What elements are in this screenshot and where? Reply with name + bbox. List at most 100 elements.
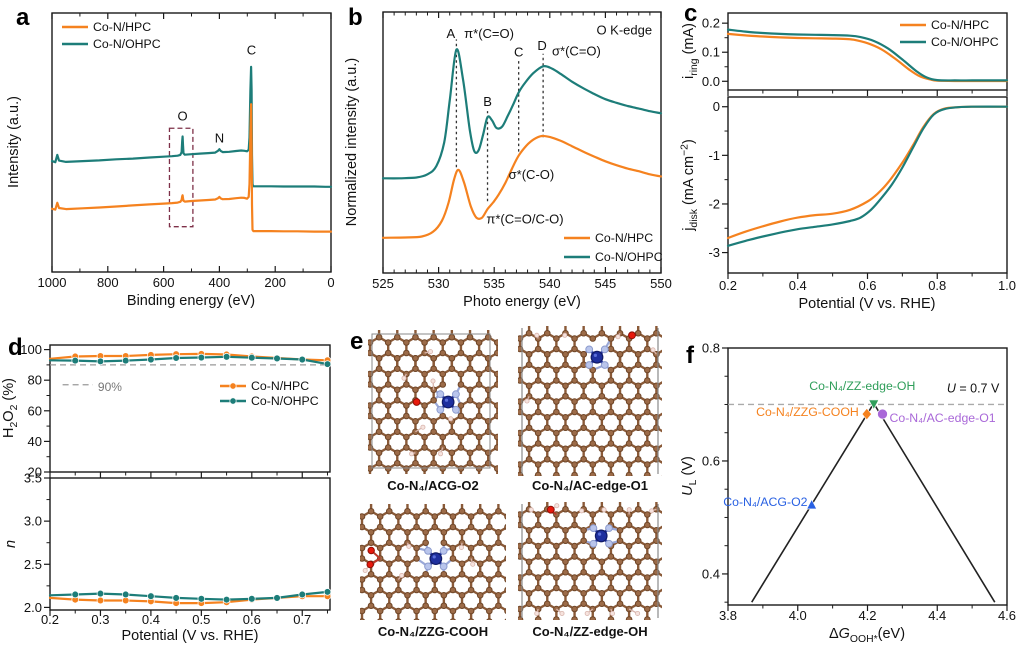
- svg-text:3.8: 3.8: [719, 608, 737, 623]
- svg-text:Co-N/HPC: Co-N/HPC: [93, 20, 151, 34]
- svg-text:Co-N/HPC: Co-N/HPC: [595, 231, 653, 245]
- panel-e-letter: e: [350, 328, 364, 355]
- svg-text:1.0: 1.0: [998, 278, 1016, 293]
- svg-text:0.6: 0.6: [858, 278, 876, 293]
- svg-text:Co-N₄/ZZ-edge-OH: Co-N₄/ZZ-edge-OH: [532, 624, 647, 639]
- svg-text:530: 530: [428, 276, 450, 291]
- panel-c-rrde: c 0.0 0.1 0.2 Co-N/HPC Co-N/OHPC iring (mA) 0.…: [680, 0, 1018, 320]
- svg-text:0.5: 0.5: [192, 612, 210, 627]
- svg-text:n: n: [3, 540, 19, 548]
- svg-text:jdisk (mA cm−2): jdisk (mA cm−2): [680, 139, 700, 232]
- svg-text:0.6: 0.6: [702, 453, 720, 468]
- svg-text:600: 600: [153, 275, 175, 290]
- svg-text:Co-N/OHPC: Co-N/OHPC: [595, 250, 663, 264]
- svg-text:4.2: 4.2: [858, 608, 876, 623]
- svg-text:-3: -3: [708, 245, 720, 260]
- svg-text:Co-N₄/AC-edge-O1: Co-N₄/AC-edge-O1: [889, 411, 995, 425]
- svg-text:0.4: 0.4: [142, 612, 160, 627]
- panel-a-xps-survey: a 1000 800 600 400 200 0 O N C Co-N/HPC Co-N/OHPC B…: [0, 0, 340, 320]
- svg-text:ΔGOOH*(eV): ΔGOOH*(eV): [829, 626, 905, 645]
- svg-text:D: D: [537, 38, 546, 53]
- svg-text:Co-N₄/ACG-O2: Co-N₄/ACG-O2: [387, 478, 478, 493]
- svg-text:Intensity (a.u.): Intensity (a.u.): [6, 96, 22, 188]
- svg-text:Co-N₄/AC-edge-O1: Co-N₄/AC-edge-O1: [532, 478, 648, 493]
- svg-text:0.8: 0.8: [702, 341, 720, 356]
- svg-text:0.1: 0.1: [702, 45, 720, 60]
- svg-text:80: 80: [28, 373, 42, 388]
- svg-text:Co-N/HPC: Co-N/HPC: [931, 18, 989, 32]
- svg-text:4.0: 4.0: [789, 608, 807, 623]
- volcano-plot: 3.8 4.0 4.2 4.4 4.6 0.4 0.6 0.8 Co-N₄/ACG-O2 Co-N…: [680, 341, 1016, 645]
- svg-text:0.4: 0.4: [702, 566, 720, 581]
- svg-text:2.0: 2.0: [24, 600, 42, 615]
- svg-text:U = 0.7 V: U = 0.7 V: [947, 382, 1000, 396]
- panel-a-letter: a: [16, 4, 30, 31]
- svg-text:0.2: 0.2: [702, 16, 720, 31]
- svg-text:1000: 1000: [38, 275, 67, 290]
- svg-text:O K-edge: O K-edge: [596, 22, 652, 37]
- xps-survey-chart: 1000 800 600 400 200 0 O N C Co-N/HPC Co-N/OHPC Bin…: [6, 12, 335, 309]
- svg-text:2.5: 2.5: [24, 557, 42, 572]
- svg-text:iring (mA): iring (mA): [681, 23, 700, 79]
- svg-text:C: C: [514, 44, 523, 59]
- svg-text:π*(C=O): π*(C=O): [464, 26, 514, 41]
- svg-text:0.4: 0.4: [789, 278, 807, 293]
- svg-text:200: 200: [264, 275, 286, 290]
- svg-text:N: N: [215, 131, 224, 146]
- svg-text:0: 0: [713, 99, 720, 114]
- svg-text:0.0: 0.0: [702, 74, 720, 89]
- svg-text:0.7: 0.7: [293, 612, 311, 627]
- svg-text:Co-N₄/ZZ-edge-OH: Co-N₄/ZZ-edge-OH: [809, 379, 915, 393]
- svg-text:3.0: 3.0: [24, 514, 42, 529]
- svg-text:Potential (V vs. RHE): Potential (V vs. RHE): [799, 296, 936, 312]
- svg-text:Binding energy (eV): Binding energy (eV): [127, 293, 255, 309]
- svg-text:B: B: [483, 94, 492, 109]
- svg-text:3.5: 3.5: [24, 471, 42, 486]
- svg-text:540: 540: [539, 276, 561, 291]
- svg-text:Co-N₄/ZZG-COOH: Co-N₄/ZZG-COOH: [378, 624, 488, 639]
- svg-text:90%: 90%: [98, 380, 122, 394]
- svg-text:Photo energy (eV): Photo energy (eV): [463, 294, 581, 310]
- svg-text:0: 0: [327, 275, 334, 290]
- svg-text:400: 400: [209, 275, 231, 290]
- svg-text:Co-N₄/ACG-O2: Co-N₄/ACG-O2: [723, 495, 807, 509]
- svg-text:0.2: 0.2: [41, 612, 59, 627]
- svg-text:C: C: [247, 43, 256, 58]
- svg-text:550: 550: [650, 276, 672, 291]
- svg-text:π*(C=O/C-O): π*(C=O/C-O): [486, 211, 563, 226]
- svg-text:-1: -1: [708, 148, 720, 163]
- panel-f-letter: f: [686, 342, 694, 369]
- svg-text:535: 535: [483, 276, 505, 291]
- svg-text:4.6: 4.6: [998, 608, 1016, 623]
- svg-text:0.8: 0.8: [928, 278, 946, 293]
- svg-text:A: A: [446, 26, 455, 41]
- svg-text:Co-N/OHPC: Co-N/OHPC: [93, 37, 161, 51]
- panel-e-dft-structures: e Co-N₄/ACG-O2 Co-N₄/AC-edge-O1 Co-N₄/ZZG-…: [340, 320, 680, 653]
- svg-text:0.3: 0.3: [91, 612, 109, 627]
- panel-d-selectivity: d 20 40 60 80 100 90% Co-N/HPC Co-N/OHPC H2O2 (%…: [0, 320, 340, 653]
- svg-text:545: 545: [595, 276, 617, 291]
- svg-text:-2: -2: [708, 196, 720, 211]
- svg-text:0.6: 0.6: [243, 612, 261, 627]
- svg-text:100: 100: [20, 342, 42, 357]
- svg-text:525: 525: [372, 276, 394, 291]
- svg-text:O: O: [178, 109, 188, 124]
- svg-text:Co-N/HPC: Co-N/HPC: [251, 379, 309, 393]
- svg-text:Potential (V vs. RHE): Potential (V vs. RHE): [122, 628, 259, 644]
- svg-text:σ*(C-O): σ*(C-O): [509, 167, 555, 182]
- svg-text:Co-N₄/ZZG-COOH: Co-N₄/ZZG-COOH: [756, 405, 859, 419]
- svg-text:60: 60: [28, 403, 42, 418]
- svg-text:800: 800: [97, 275, 119, 290]
- svg-text:0.2: 0.2: [719, 278, 737, 293]
- svg-text:4.4: 4.4: [928, 608, 946, 623]
- panel-d-letter: d: [8, 334, 23, 361]
- svg-text:Co-N/OHPC: Co-N/OHPC: [251, 394, 319, 408]
- svg-text:σ*(C=O): σ*(C=O): [552, 44, 601, 59]
- svg-text:40: 40: [28, 434, 42, 449]
- svg-text:H2O2 (%): H2O2 (%): [1, 378, 20, 438]
